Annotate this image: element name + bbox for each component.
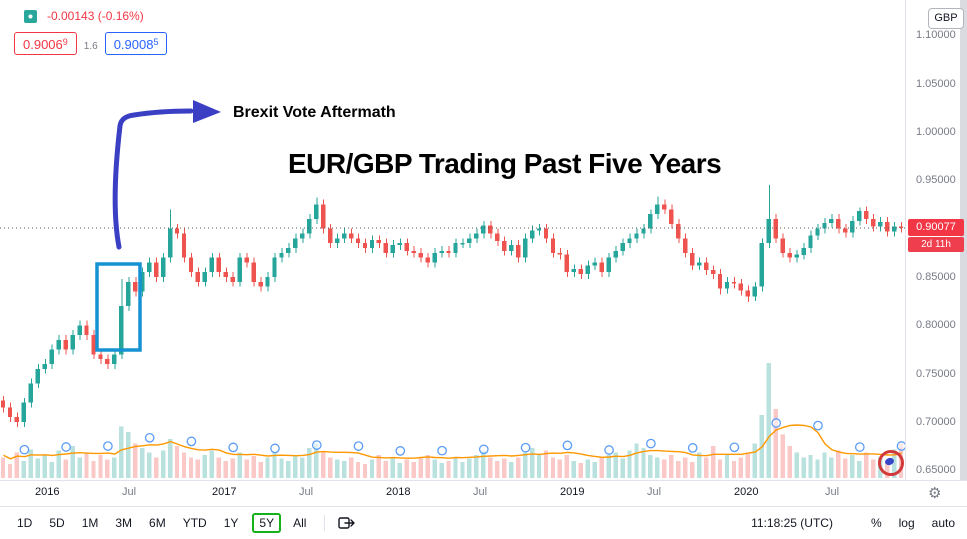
range-button-5d[interactable]: 5D (49, 516, 65, 530)
bid-price: 0.9006 (23, 37, 63, 52)
buy-ask-button[interactable]: 0.90085 (104, 32, 168, 55)
range-button-6m[interactable]: 6M (149, 516, 166, 530)
price-tick: 0.80000 (916, 319, 956, 331)
price-tick: 0.65000 (916, 464, 956, 476)
price-tick: 0.95000 (916, 174, 956, 186)
percent-scale-button[interactable]: % (870, 516, 882, 530)
sell-bid-button[interactable]: 0.90069 (14, 32, 77, 55)
range-button-ytd[interactable]: YTD (182, 516, 207, 530)
range-button-all[interactable]: All (293, 516, 307, 530)
time-axis-label: 2016 (35, 486, 60, 498)
axis-divider (0, 480, 967, 481)
auto-scale-button[interactable]: auto (931, 516, 955, 530)
time-axis-label: 2019 (560, 486, 585, 498)
goto-date-icon[interactable] (337, 514, 356, 532)
time-axis-label: Jul (299, 486, 314, 498)
range-button-3m[interactable]: 3M (115, 516, 133, 530)
time-axis-label: Jul (122, 486, 137, 498)
price-tick: 1.00000 (916, 126, 956, 138)
scribble-annotation (878, 450, 904, 476)
ask-price: 0.9008 (113, 37, 154, 52)
time-axis[interactable]: 2016 Jul 2017 Jul 2018 Jul 2019 Jul 2020 Jul (0, 481, 905, 506)
time-axis-label: Jul (473, 486, 488, 498)
session-clock[interactable]: 11:18:25 (UTC) (751, 516, 833, 530)
price-tick: 0.85000 (916, 271, 956, 283)
price-chart-pane[interactable]: Brexit Vote Aftermath EUR/GBP Trading Pa… (0, 0, 905, 480)
range-button-1m[interactable]: 1M (81, 516, 99, 530)
log-scale-button[interactable]: log (898, 516, 915, 530)
currency-gbp-button[interactable]: GBP (928, 8, 964, 29)
symbol-status-icon (24, 9, 37, 23)
range-button-1y[interactable]: 1Y (223, 516, 239, 530)
price-tick: 0.70000 (916, 416, 956, 428)
price-change-text: -0.00143 (-0.16%) (47, 9, 144, 23)
price-tick: 0.75000 (916, 368, 956, 380)
time-axis-label: Jul (647, 486, 662, 498)
bid-price-fraction: 9 (62, 37, 68, 47)
spread-value: 1.6 (83, 41, 98, 52)
toolbar-divider (324, 515, 326, 531)
price-tick: 1.10000 (916, 29, 956, 41)
symbol-legend: -0.00143 (-0.16%) 0.90069 1.6 0.90085 (14, 6, 168, 55)
price-axis[interactable]: GBP 1.100001.050001.000000.950000.900000… (905, 0, 967, 480)
candlestick-volume-plot[interactable] (0, 0, 905, 480)
chart-title-annotation: EUR/GBP Trading Past Five Years (288, 148, 722, 179)
time-axis-label: Jul (825, 486, 840, 498)
ask-price-fraction: 5 (153, 37, 159, 47)
bottom-toolbar: 1D 5D 1M 3M 6M YTD 1Y 5Y All 11:18:25 (UTC) % lo… (0, 506, 967, 539)
range-button-5y[interactable]: 5Y (252, 513, 282, 533)
range-button-1d[interactable]: 1D (17, 516, 33, 530)
date-range-buttons: 1D 5D 1M 3M 6M YTD 1Y 5Y All (14, 513, 320, 533)
last-price-badge: 0.90077 (908, 219, 964, 236)
time-axis-label: 2017 (212, 486, 237, 498)
time-axis-label: 2018 (386, 486, 411, 498)
time-axis-label: 2020 (734, 486, 759, 498)
gear-icon[interactable]: ⚙ (928, 485, 942, 502)
bar-countdown-badge: 2d 11h (908, 237, 964, 252)
price-tick: 1.05000 (916, 78, 956, 90)
brexit-annotation-label: Brexit Vote Aftermath (233, 104, 396, 121)
